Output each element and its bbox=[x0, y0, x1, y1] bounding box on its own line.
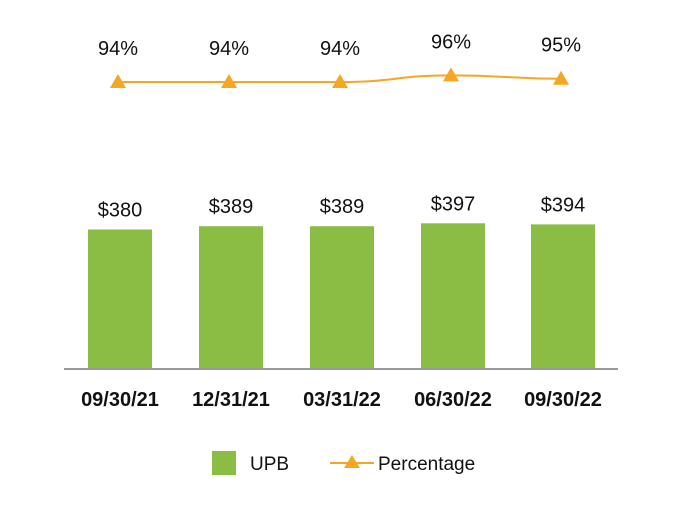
legend: UPB Percentage bbox=[212, 451, 475, 475]
bar-12/31/21 bbox=[199, 226, 263, 368]
legend-percentage-marker bbox=[344, 455, 360, 468]
legend-upb-swatch bbox=[212, 451, 236, 475]
bar-03/31/22 bbox=[310, 226, 374, 368]
legend-upb-label: UPB bbox=[250, 454, 289, 475]
bar-label-09/30/21: $380 bbox=[98, 199, 143, 221]
bar-label-06/30/22: $397 bbox=[431, 193, 476, 215]
percentage-label-09/30/22: 95% bbox=[541, 35, 581, 57]
bar-09/30/22 bbox=[531, 224, 595, 368]
percentage-label-09/30/21: 94% bbox=[98, 38, 138, 60]
bar-data-labels: $380 $389 $389 $397 $394 bbox=[98, 193, 586, 221]
line-data-labels: 94% 94% 94% 96% 95% bbox=[98, 31, 581, 60]
bar-label-12/31/21: $389 bbox=[209, 196, 254, 218]
x-tick-09/30/22: 09/30/22 bbox=[524, 389, 602, 411]
percentage-marker-03/31/22 bbox=[332, 74, 348, 88]
x-tick-09/30/21: 09/30/21 bbox=[81, 389, 159, 411]
bar-series-upb bbox=[88, 223, 595, 368]
percentage-marker-06/30/22 bbox=[443, 67, 459, 82]
percentage-label-12/31/21: 94% bbox=[209, 38, 249, 60]
percentage-marker-12/31/21 bbox=[221, 74, 237, 88]
line-series-percentage bbox=[110, 67, 569, 88]
percentage-label-06/30/22: 96% bbox=[431, 31, 471, 53]
bar-label-03/31/22: $389 bbox=[320, 196, 365, 218]
x-axis-tick-labels: 09/30/21 12/31/21 03/31/22 06/30/22 09/30/22 bbox=[81, 389, 602, 411]
x-tick-12/31/21: 12/31/21 bbox=[192, 389, 270, 411]
percentage-marker-09/30/21 bbox=[110, 74, 126, 88]
x-tick-06/30/22: 06/30/22 bbox=[414, 389, 492, 411]
bar-09/30/21 bbox=[88, 229, 152, 368]
x-tick-03/31/22: 03/31/22 bbox=[303, 389, 381, 411]
bar-label-09/30/22: $394 bbox=[541, 194, 586, 216]
percentage-marker-09/30/22 bbox=[553, 70, 569, 85]
percentage-label-03/31/22: 94% bbox=[320, 38, 360, 60]
legend-percentage-label: Percentage bbox=[378, 454, 475, 475]
bar-06/30/22 bbox=[421, 223, 485, 368]
